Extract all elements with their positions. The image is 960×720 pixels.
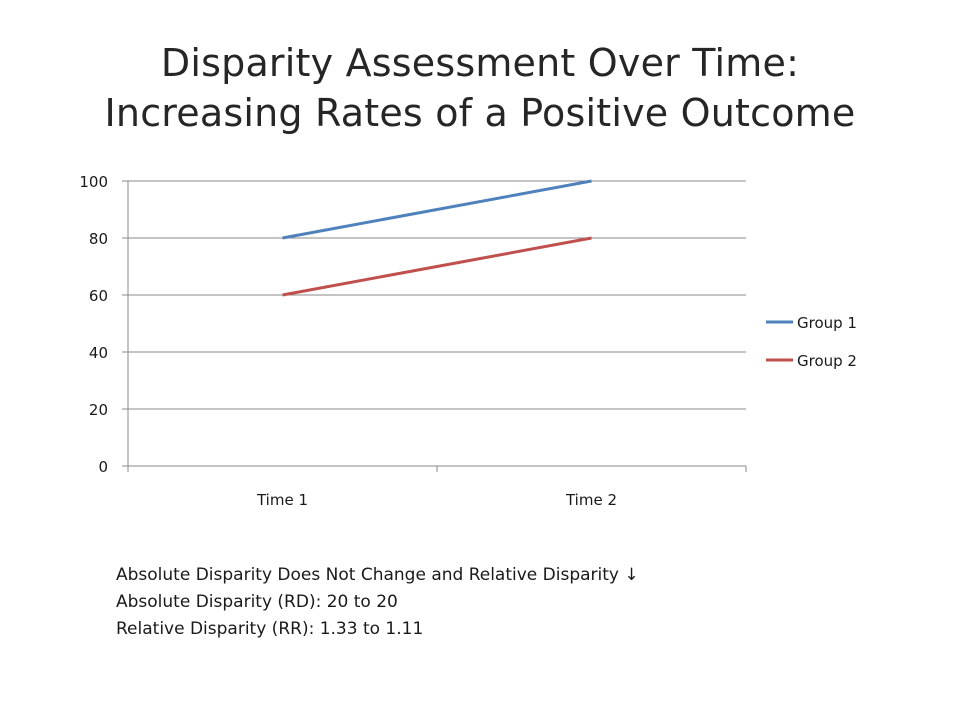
series-line xyxy=(282,179,592,240)
x-tick-label: Time 2 xyxy=(565,491,617,509)
x-tick-label: Time 1 xyxy=(256,491,308,509)
legend-label: Group 2 xyxy=(797,352,857,370)
title-line-1: Disparity Assessment Over Time: xyxy=(160,41,800,85)
title-line-2: Increasing Rates of a Positive Outcome xyxy=(104,91,856,135)
note-line-2: Absolute Disparity (RD): 20 to 20 xyxy=(116,592,398,612)
note-line-3: Relative Disparity (RR): 1.33 to 1.11 xyxy=(116,619,424,639)
y-tick-label: 100 xyxy=(79,173,108,191)
note-line-1: Absolute Disparity Does Not Change and R… xyxy=(116,565,639,585)
disparity-notes: Absolute Disparity Does Not Change and R… xyxy=(116,562,639,643)
y-tick-label: 40 xyxy=(89,344,108,362)
y-tick-label: 0 xyxy=(98,458,108,476)
slide-title: Disparity Assessment Over Time: Increasi… xyxy=(0,38,960,138)
y-tick-label: 20 xyxy=(89,401,108,419)
legend-label: Group 1 xyxy=(797,314,857,332)
series-line xyxy=(282,236,592,297)
y-tick-label: 60 xyxy=(89,287,108,305)
y-tick-label: 80 xyxy=(89,230,108,248)
